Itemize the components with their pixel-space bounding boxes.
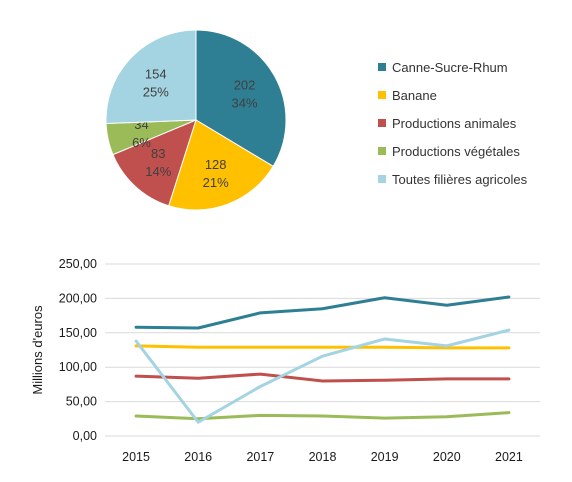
legend-swatch — [378, 63, 386, 71]
series-line-productions-animales — [134, 372, 511, 383]
x-tick-label: 2017 — [246, 450, 274, 464]
pie-slice-banane — [168, 119, 274, 211]
legend-label: Banane — [392, 87, 437, 103]
legend-swatch — [378, 91, 386, 99]
pie-percent-label: 6% — [132, 135, 151, 150]
x-tick-label: 2019 — [371, 450, 399, 464]
pie-percent-label: 34% — [232, 96, 258, 111]
legend-swatch — [378, 175, 386, 183]
pie-percent-label: 21% — [203, 175, 229, 190]
legend-item-banane: Banane — [378, 81, 527, 109]
pie-slice-canne-sucre-rhum — [195, 29, 287, 168]
legend-item-canne-sucre-rhum: Canne-Sucre-Rhum — [378, 53, 527, 81]
y-tick-label: 50,00 — [66, 395, 97, 409]
y-axis-label: Millions d'euros — [30, 305, 45, 395]
line-chart: 0,00 50,00 100,00 150,00 200,00 250,00 2015 201… — [30, 257, 540, 464]
pie-value-label: 202 — [234, 78, 256, 93]
x-tick-label: 2015 — [122, 450, 150, 464]
series-line-toutes-filieres-agricoles — [134, 328, 511, 424]
legend-label: Canne-Sucre-Rhum — [392, 59, 508, 75]
series-line-banane — [134, 344, 511, 350]
pie-legend: Canne-Sucre-Rhum Banane Productions animal… — [378, 53, 527, 193]
pie-value-label: 83 — [151, 146, 165, 161]
legend-item-toutes-filieres-agricoles: Toutes filières agricoles — [378, 165, 527, 193]
y-tick-label: 150,00 — [59, 326, 97, 340]
series-line-canne-sucre-rhum — [134, 295, 511, 330]
series-line-productions-vegetales — [134, 411, 511, 421]
legend-item-productions-animales: Productions animales — [378, 109, 527, 137]
legend-swatch — [378, 147, 386, 155]
legend-label: Toutes filières agricoles — [392, 171, 528, 187]
y-tick-label: 100,00 — [59, 360, 97, 374]
legend-swatch — [378, 119, 386, 127]
y-tick-label: 200,00 — [59, 291, 97, 305]
pie-slice-toutes-filieres-agricoles — [105, 29, 197, 125]
pie-percent-label: 25% — [143, 84, 169, 99]
legend-label: Productions animales — [392, 115, 517, 131]
legend-item-productions-vegetales: Productions végétales — [378, 137, 527, 165]
y-tick-label: 0,00 — [73, 429, 97, 443]
x-tick-label: 2021 — [495, 450, 523, 464]
pie-value-label: 154 — [145, 66, 167, 81]
x-tick-label: 2016 — [184, 450, 212, 464]
pie-value-label: 128 — [205, 157, 227, 172]
pie-percent-label: 14% — [145, 164, 171, 179]
legend-label: Productions végétales — [392, 143, 520, 159]
y-tick-label: 250,00 — [59, 257, 97, 271]
x-tick-label: 2018 — [309, 450, 337, 464]
pie-slice-productions-animales — [112, 119, 197, 207]
x-tick-label: 2020 — [433, 450, 461, 464]
